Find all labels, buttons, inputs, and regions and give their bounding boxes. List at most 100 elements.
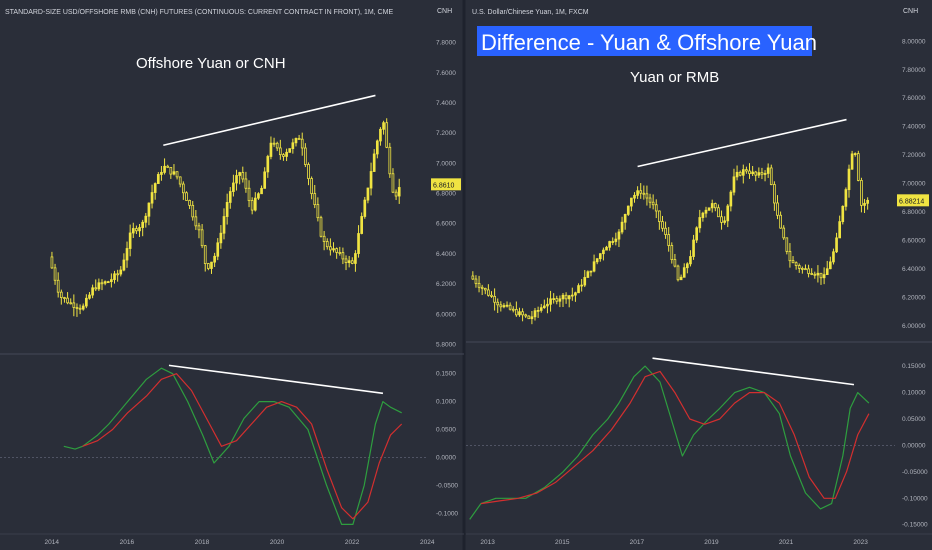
candle-body [144, 215, 148, 223]
time-axis-tick: 2024 [420, 539, 435, 546]
candle-body [247, 187, 251, 201]
candle-body [738, 171, 742, 176]
candle-body [502, 305, 506, 308]
candle-body [623, 213, 627, 223]
candle-body [757, 172, 761, 176]
candle-body [751, 171, 754, 175]
candle-body [103, 281, 107, 284]
candle-body [729, 191, 733, 207]
price-axis-tick: 5.8000 [436, 341, 456, 348]
candle-body [150, 192, 154, 204]
candle-body [555, 298, 559, 302]
candle-body [807, 268, 810, 274]
candle-body [53, 267, 57, 281]
candle-body [664, 227, 667, 235]
candle-body [297, 138, 301, 140]
candle-body [673, 259, 677, 267]
candle-body [835, 237, 838, 253]
price-axis-tick: 6.4000 [436, 251, 456, 258]
price-axis-tick: 7.6000 [436, 70, 456, 77]
candle-body [713, 203, 717, 209]
signal-line [82, 373, 403, 520]
candle-body [235, 175, 238, 184]
candle-body [810, 273, 814, 275]
candle-body [847, 168, 851, 191]
candle-body [611, 241, 615, 243]
indicator-axis-tick: -0.05000 [902, 469, 928, 476]
candle-body [172, 171, 176, 175]
price-axis-tick: 7.40000 [902, 124, 926, 131]
price-axis-tick: 6.00000 [902, 323, 926, 330]
indicator-axis-tick: 0.00000 [902, 442, 926, 449]
candle-body [50, 256, 54, 269]
time-axis-tick: 2017 [630, 539, 645, 546]
price-axis-tick: 6.60000 [902, 237, 926, 244]
candle-body [794, 262, 798, 266]
candle-body [72, 302, 76, 308]
candle-body [250, 200, 254, 211]
candle-body [813, 273, 817, 276]
candle-body [119, 269, 123, 275]
right-annotation: Yuan or RMB [630, 69, 719, 86]
candle-body [586, 271, 590, 278]
candle-body [592, 261, 596, 272]
candle-body [100, 282, 104, 285]
candle-body [567, 295, 571, 300]
candle-body [260, 187, 263, 195]
banner-text: Difference - Yuan & Offshore Yuan [481, 30, 817, 55]
candle-body [329, 246, 332, 251]
candle-body [530, 316, 534, 320]
candle-body [363, 199, 367, 217]
time-axis-tick: 2020 [270, 539, 285, 546]
candle-body [679, 276, 683, 281]
candle-body [741, 169, 745, 176]
left-indicator-chart: 0.1500 0.1000 0.0500 0.0000 -0.0500 -0.1000 20… [0, 364, 458, 546]
macd-line [63, 367, 402, 526]
candle-body [474, 278, 478, 284]
candle-body [125, 248, 129, 261]
candle-body [285, 151, 288, 157]
candle-body [166, 165, 170, 168]
candle-body [300, 138, 304, 149]
candle-body [344, 258, 348, 263]
candle-body [238, 172, 241, 176]
price-axis-tick: 7.00000 [902, 181, 926, 188]
candle-body [735, 171, 739, 178]
candle-body [241, 172, 245, 180]
candle-body [291, 142, 295, 150]
candle-body [829, 261, 832, 270]
candle-body [225, 202, 229, 217]
candle-body [561, 294, 565, 300]
candle-body [350, 260, 354, 264]
candle-body [860, 180, 863, 206]
candle-body [197, 225, 201, 231]
candle-body [701, 212, 705, 218]
candle-body [797, 265, 801, 269]
candle-body [163, 165, 166, 173]
candle-body [294, 138, 298, 144]
candle-body [191, 204, 195, 218]
left-currency-label: CNH [437, 8, 452, 15]
right-indicator-chart: 0.15000 0.10000 0.05000 0.00000 -0.05000 -0.1… [466, 357, 928, 546]
macd-line [469, 365, 870, 520]
candle-body [605, 246, 608, 251]
candle-body [178, 176, 182, 185]
candle-body [720, 216, 723, 223]
price-axis-tick: 7.4000 [436, 100, 456, 107]
candle-body [304, 147, 307, 165]
candle-body [704, 209, 708, 214]
candle-body [577, 285, 580, 294]
candle-body [853, 153, 857, 155]
candle-body [801, 267, 804, 270]
candle-body [94, 287, 98, 290]
price-axis-tick: 7.0000 [436, 160, 456, 167]
candle-body [654, 204, 658, 212]
candle-body [69, 302, 73, 305]
price-axis-tick: 8.00000 [902, 38, 926, 45]
candle-body [546, 303, 549, 307]
time-axis-tick: 2013 [480, 539, 495, 546]
candle-body [338, 251, 342, 254]
price-axis-tick: 7.80000 [902, 67, 926, 74]
candle-body [723, 220, 726, 223]
candle-body [782, 227, 786, 239]
